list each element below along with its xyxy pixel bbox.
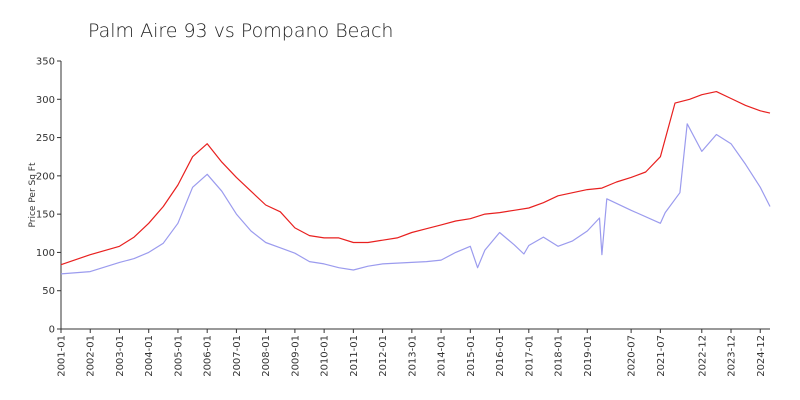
x-tick-label: 2003-01 bbox=[115, 335, 126, 377]
x-tick-label: 2013-01 bbox=[407, 335, 418, 377]
x-tick-label: 2005-01 bbox=[173, 335, 184, 377]
x-tick-label: 2011-01 bbox=[349, 335, 360, 377]
x-tick-label: 2018-01 bbox=[554, 335, 565, 377]
x-tick-label: 2007-01 bbox=[232, 335, 243, 377]
series-line-2 bbox=[60, 123, 771, 275]
x-tick-label: 2001-01 bbox=[57, 335, 68, 377]
x-tick-label: 2023-12 bbox=[727, 335, 738, 377]
y-tick-label: 0 bbox=[49, 325, 55, 336]
y-tick-label: 300 bbox=[36, 95, 55, 106]
x-tick-label: 2008-01 bbox=[261, 335, 272, 377]
series-layer bbox=[60, 91, 771, 275]
y-axis-label: Price Per Sq Ft bbox=[28, 162, 38, 227]
x-tick-label: 2010-01 bbox=[320, 335, 331, 377]
x-tick-label: 2020-07 bbox=[627, 335, 638, 377]
x-tick-label: 2019-01 bbox=[583, 335, 594, 377]
x-tick-label: 2016-01 bbox=[495, 335, 506, 377]
x-tick-label: 2004-01 bbox=[144, 335, 155, 377]
y-tick-label: 100 bbox=[36, 248, 55, 259]
y-tick-label: 150 bbox=[36, 210, 55, 221]
y-tick-label: 250 bbox=[36, 133, 55, 144]
x-tick-label: 2017-01 bbox=[524, 335, 535, 377]
x-tick-label: 2021-07 bbox=[656, 335, 667, 377]
y-tick-label: 50 bbox=[42, 286, 55, 297]
x-tick-label: 2006-01 bbox=[203, 335, 214, 377]
y-tick-label: 200 bbox=[36, 171, 55, 182]
x-tick-label: 2022-12 bbox=[697, 335, 708, 377]
x-tick-label: 2002-01 bbox=[86, 335, 97, 377]
series-line-1 bbox=[60, 91, 771, 266]
x-tick-label: 2014-01 bbox=[437, 335, 448, 377]
x-tick-label: 2012-01 bbox=[378, 335, 389, 377]
x-tick-label: 2009-01 bbox=[290, 335, 301, 377]
y-tick-label: 350 bbox=[36, 57, 55, 68]
x-tick-label: 2015-01 bbox=[466, 335, 477, 377]
chart-title: Palm Aire 93 vs Pompano Beach bbox=[88, 20, 393, 42]
axes: 0 50 100 150 200 250 300 350 2001-01 2002-01 2003-… bbox=[36, 57, 770, 377]
x-tick-label: 2024-12 bbox=[756, 335, 767, 377]
